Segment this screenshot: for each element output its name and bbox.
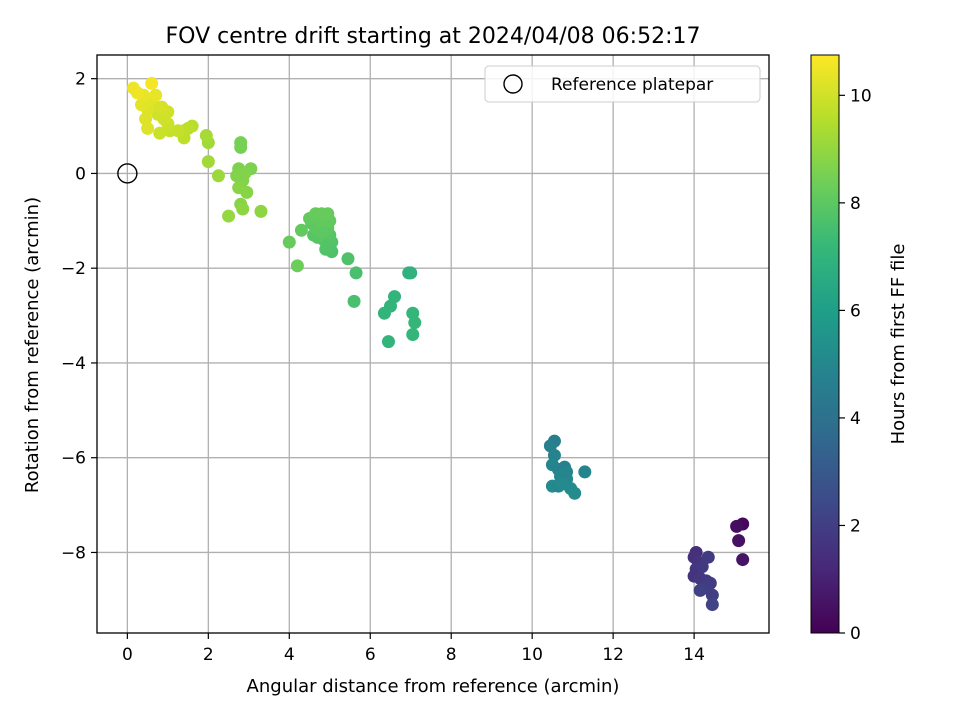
colorbar-gradient	[810, 54, 840, 634]
data-point	[149, 88, 163, 102]
grid-layer	[97, 55, 769, 633]
data-point	[377, 306, 391, 320]
data-point	[730, 519, 744, 533]
y-axis-label: Rotation from reference (arcmin)	[22, 197, 43, 493]
data-point	[695, 560, 709, 574]
x-tick-label: 14	[683, 645, 705, 665]
x-tick-label: 8	[446, 645, 457, 665]
legend-box	[484, 65, 761, 103]
axes-layer: 0 2 4 6 8 10 12 14 −8 −6 −4 −2 0 2	[61, 54, 770, 665]
colorbar-tick-label: 8	[850, 194, 861, 214]
data-point	[153, 126, 167, 140]
data-point	[201, 155, 215, 169]
data-point	[732, 534, 746, 548]
legend-marker-reference	[503, 74, 523, 94]
y-tick-label: −6	[61, 449, 86, 469]
colorbar-tick-label: 4	[850, 409, 861, 429]
data-point	[321, 207, 335, 221]
data-point	[222, 209, 236, 223]
data-point	[347, 294, 361, 308]
data-point	[705, 598, 719, 612]
data-point	[294, 223, 308, 237]
y-tick-label: −2	[61, 259, 86, 279]
data-point	[404, 266, 418, 280]
colorbar-tick-label: 2	[850, 516, 861, 536]
data-point	[234, 140, 248, 154]
data-point	[254, 204, 268, 218]
data-point	[282, 235, 296, 249]
y-tick-label: 2	[75, 70, 86, 90]
reference-platepar-marker	[117, 163, 138, 184]
data-point	[126, 81, 140, 95]
data-point	[381, 335, 395, 349]
x-tick-label: 10	[521, 645, 543, 665]
legend: Reference platepar	[484, 65, 761, 103]
data-point	[240, 185, 254, 199]
data-point	[236, 202, 250, 216]
data-point	[349, 266, 363, 280]
x-tick-label: 4	[284, 645, 295, 665]
x-tick-label: 12	[602, 645, 624, 665]
y-tick-label: 0	[75, 164, 86, 184]
points-layer	[117, 76, 750, 612]
data-point	[568, 486, 582, 500]
y-tick-label: −4	[61, 354, 86, 374]
x-tick-label: 0	[122, 645, 133, 665]
data-point	[341, 252, 355, 266]
colorbar-tick-label: 6	[850, 301, 861, 321]
colorbar-tick-label: 10	[850, 86, 872, 106]
x-tick-label: 6	[365, 645, 376, 665]
data-point	[705, 588, 719, 602]
data-point	[693, 583, 707, 597]
data-point	[701, 550, 715, 564]
chart-title: FOV centre drift starting at 2024/04/08 …	[166, 24, 701, 49]
y-tick-label: −8	[61, 543, 86, 563]
data-point	[290, 259, 304, 273]
data-point	[199, 129, 213, 143]
colorbar-tick-label: 0	[850, 624, 861, 644]
data-point	[578, 465, 592, 479]
data-point	[211, 169, 225, 183]
data-point	[736, 553, 750, 567]
data-point	[141, 121, 155, 135]
data-point	[406, 328, 420, 342]
plot-frame	[96, 54, 770, 634]
data-point	[408, 316, 422, 330]
x-axis-label: Angular distance from reference (arcmin)	[247, 676, 620, 697]
x-tick-label: 2	[203, 645, 214, 665]
colorbar-label: Hours from first FF file	[888, 244, 909, 445]
colorbar: 0 2 4 6 8 10	[810, 54, 872, 644]
data-point	[145, 76, 159, 90]
legend-label-reference: Reference platepar	[551, 75, 713, 95]
